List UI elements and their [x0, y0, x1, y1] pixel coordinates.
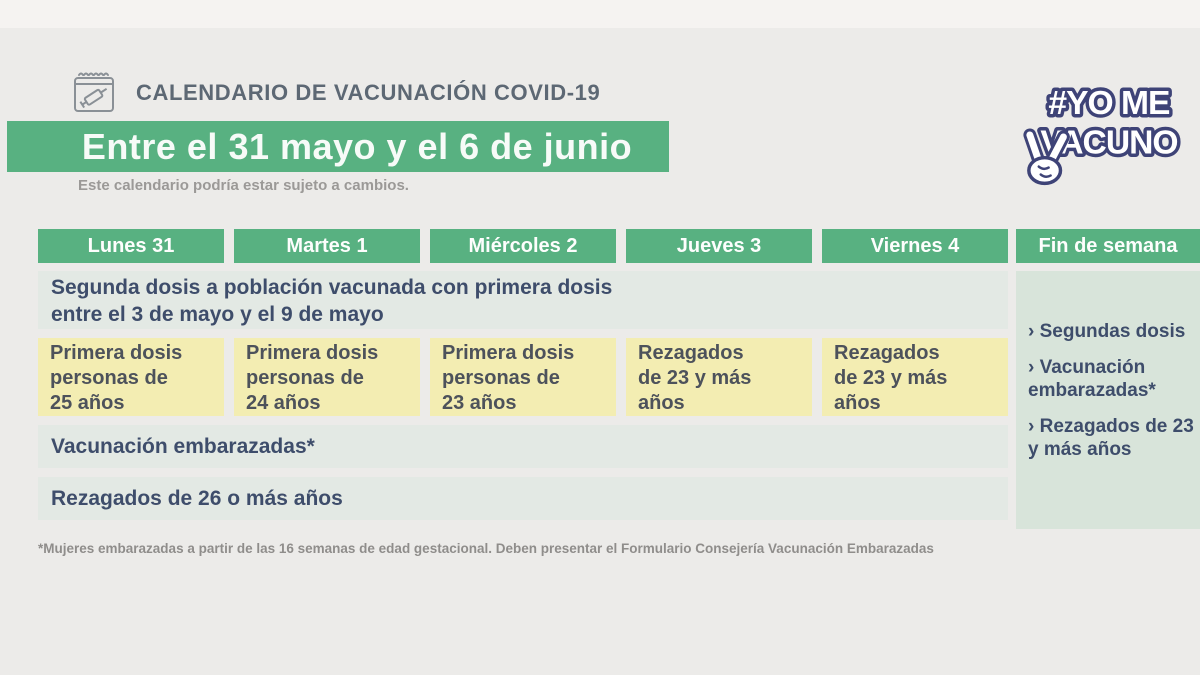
schedule-cell-viernes: Rezagados de 23 y más años	[822, 338, 1008, 416]
footnote: *Mujeres embarazadas a partir de las 16 …	[38, 541, 934, 556]
cell-line: Primera dosis	[442, 342, 575, 364]
cell-line: Primera dosis	[246, 342, 379, 364]
pregnant-vaccination-row: Vacunación embarazadas*	[38, 425, 1008, 468]
peace-hand-icon	[1023, 128, 1070, 186]
weekend-item: › Segundas dosis	[1028, 321, 1186, 342]
schedule-cell-lunes: Primera dosis personas de 25 años	[38, 338, 224, 416]
weekend-item: › Vacunación embarazadas*	[1028, 357, 1156, 401]
cell-line: personas de	[50, 367, 168, 389]
page-title: CALENDARIO DE VACUNACIÓN COVID-19	[136, 80, 601, 105]
yomevacuno-logo: #YO ME VACUNO	[1015, 72, 1193, 190]
cell-line: Primera dosis	[50, 342, 183, 364]
weekend-item: › Rezagados de 23 y más años	[1028, 416, 1194, 460]
day-header-fin-de-semana: Fin de semana	[1016, 229, 1200, 263]
cell-line: Rezagados	[638, 342, 744, 364]
infographic-header: CALENDARIO DE VACUNACIÓN COVID-19	[70, 70, 600, 116]
cell-line: de 23 y más	[638, 367, 752, 389]
cell-line: personas de	[442, 367, 560, 389]
schedule-cell-jueves: Rezagados de 23 y más años	[626, 338, 812, 416]
cell-line: de 23 y más	[834, 367, 948, 389]
cell-line: 25 años	[50, 392, 125, 414]
cell-line: años	[834, 392, 881, 414]
second-dose-line1: Segunda dosis a población vacunada con p…	[51, 276, 613, 299]
day-header-miercoles: Miércoles 2	[430, 229, 616, 263]
top-strip-divider	[0, 0, 1200, 28]
cell-line: años	[638, 392, 685, 414]
disclaimer-subtitle: Este calendario podría estar sujeto a ca…	[78, 177, 409, 194]
calendar-syringe-icon	[74, 72, 114, 112]
day-header-viernes: Viernes 4	[822, 229, 1008, 263]
cell-line: Rezagados	[834, 342, 940, 364]
day-header-jueves: Jueves 3	[626, 229, 812, 263]
second-dose-row: Segunda dosis a población vacunada con p…	[38, 271, 1008, 329]
weekend-panel: › Segundas dosis › Vacunación embarazada…	[1016, 271, 1200, 529]
date-range-banner: Entre el 31 mayo y el 6 de junio	[7, 121, 669, 172]
day-header-lunes: Lunes 31	[38, 229, 224, 263]
schedule-cell-martes: Primera dosis personas de 24 años	[234, 338, 420, 416]
cell-line: personas de	[246, 367, 364, 389]
logo-line1: #YO ME	[1048, 85, 1170, 122]
schedule-cell-miercoles: Primera dosis personas de 23 años	[430, 338, 616, 416]
cell-line: 23 años	[442, 392, 517, 414]
second-dose-line2: entre el 3 de mayo y el 9 de mayo	[51, 303, 384, 326]
cell-line: 24 años	[246, 392, 321, 414]
day-header-martes: Martes 1	[234, 229, 420, 263]
stragglers-row: Rezagados de 26 o más años	[38, 477, 1008, 520]
